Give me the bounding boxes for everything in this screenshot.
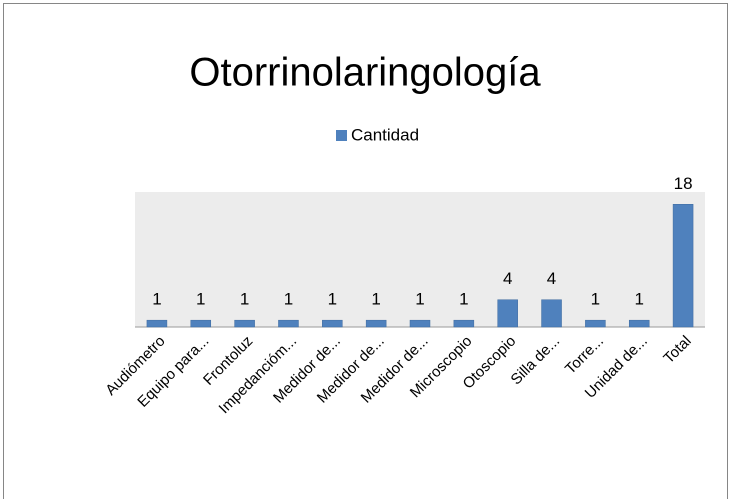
bar	[497, 299, 518, 328]
bar	[278, 319, 299, 328]
data-label: 1	[415, 290, 424, 309]
data-label: 1	[196, 290, 205, 309]
legend-swatch	[336, 130, 347, 141]
data-label: 1	[371, 290, 380, 309]
bar	[628, 319, 650, 328]
data-label: 1	[591, 290, 600, 309]
data-label: 1	[284, 290, 293, 309]
bar	[453, 319, 475, 328]
bar	[672, 204, 694, 328]
bar	[365, 319, 387, 328]
legend-label: Cantidad	[351, 125, 419, 144]
data-label: 1	[152, 290, 161, 309]
bar	[190, 319, 212, 328]
bar	[541, 299, 562, 328]
data-label: 4	[547, 269, 556, 288]
bar	[322, 319, 343, 328]
data-label: 18	[674, 174, 693, 193]
bar	[234, 319, 255, 328]
data-label: 4	[503, 269, 512, 288]
plot-area	[135, 192, 705, 327]
data-label: 1	[634, 290, 643, 309]
data-label: 1	[328, 290, 337, 309]
bar	[409, 319, 431, 328]
data-label: 1	[240, 290, 249, 309]
data-label: 1	[459, 290, 468, 309]
bar	[585, 319, 606, 328]
chart-title: Otorrinolaringología	[189, 51, 541, 95]
bar	[146, 319, 168, 328]
